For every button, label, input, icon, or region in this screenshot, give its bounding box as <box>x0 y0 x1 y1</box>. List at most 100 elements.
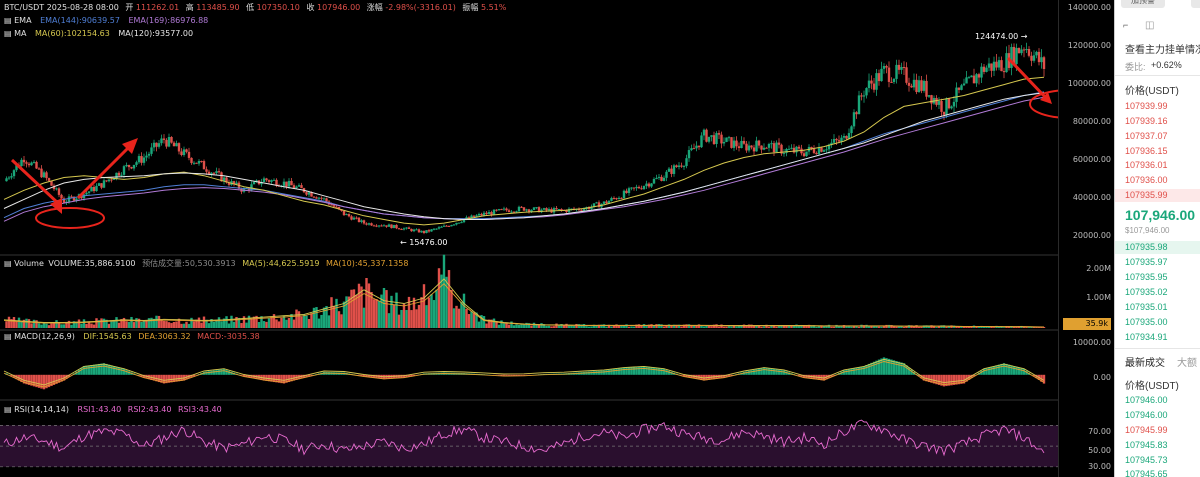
bid-row[interactable]: 107934.91 <box>1125 332 1168 342</box>
macd-bar <box>657 368 661 375</box>
candle-body <box>717 133 721 135</box>
volume-bar <box>220 321 223 328</box>
macd-bar <box>165 374 168 384</box>
divider <box>1115 348 1200 349</box>
ask-row[interactable]: 107935.99 <box>1125 190 1168 200</box>
candle-body <box>750 145 753 148</box>
candle-body <box>182 149 186 155</box>
trade-row: 107946.00 <box>1125 410 1168 420</box>
price-axis[interactable]: 140000.00 120000.00 100000.00 80000.00 6… <box>1058 0 1115 477</box>
volume-bar <box>45 323 48 328</box>
ratio-label: 委比: <box>1125 62 1146 72</box>
candle-body <box>362 220 366 224</box>
candle-body <box>705 129 708 142</box>
rsi-header[interactable]: ▤ RSI(14,14,14) RSI1:43.40 RSI2:43.40 RS… <box>4 405 222 415</box>
macd-bar <box>222 369 226 375</box>
expand-icon[interactable]: ⌐ <box>1123 20 1129 30</box>
candle-body <box>735 140 738 147</box>
bid-row[interactable]: 107935.95 <box>1125 272 1168 282</box>
macd-bar <box>917 374 921 377</box>
orderbook-panel[interactable]: 加预警 ⌐ ◫ 查看主力挂单情况 委比: +0.62% 价格(USDT) 107… <box>1114 0 1200 477</box>
settings-icon[interactable]: ▤ <box>4 405 12 414</box>
volume-bar <box>965 326 968 328</box>
candle-body <box>122 166 126 175</box>
alert-button[interactable]: 加预警 <box>1121 0 1165 8</box>
settings-icon[interactable]: ▤ <box>4 16 12 25</box>
macd-header[interactable]: ▤ MACD(12,26,9) DIF:1545.63 DEA:3063.32 … <box>4 332 260 342</box>
price-panel[interactable] <box>0 0 1058 477</box>
candle-body <box>147 153 151 156</box>
settings-icon[interactable]: ▤ <box>4 259 12 268</box>
candle-body <box>387 224 391 227</box>
ask-row[interactable]: 107937.07 <box>1125 131 1168 141</box>
macd-bar <box>280 374 283 384</box>
bid-row[interactable]: 107935.00 <box>1125 317 1168 327</box>
volume-bar <box>102 318 106 328</box>
macd-bar <box>685 374 688 377</box>
volume-bar <box>805 325 808 328</box>
volume-bar <box>107 323 111 328</box>
ask-row[interactable]: 107936.15 <box>1125 146 1168 156</box>
volume-header[interactable]: ▤ Volume VOLUME:35,886.9100 预估成交量:50,530… <box>4 259 408 269</box>
ask-row[interactable]: 107939.16 <box>1125 116 1168 126</box>
candle-body <box>867 80 871 89</box>
candle-body <box>680 165 683 167</box>
ask-row[interactable]: 107936.00 <box>1125 175 1168 185</box>
candle-body <box>367 223 371 225</box>
macd-bar <box>30 374 33 386</box>
more-button[interactable] <box>1191 0 1200 8</box>
candle-body <box>855 112 858 115</box>
bid-row[interactable]: 107935.98 <box>1125 242 1168 252</box>
volume-bar <box>582 324 586 328</box>
vol-ma5: MA(5):44,625.5919 <box>242 259 320 268</box>
volume-bar <box>402 303 406 328</box>
candle-body <box>702 129 706 136</box>
info-icon[interactable]: ◫ <box>1145 20 1155 31</box>
candle-body <box>595 202 598 204</box>
candle-body <box>677 165 681 168</box>
volume-bar <box>420 297 423 328</box>
bid-row[interactable]: 107935.01 <box>1125 302 1168 312</box>
volume-bar <box>1015 326 1018 328</box>
volume-bar <box>570 325 573 328</box>
bid-row[interactable]: 107935.97 <box>1125 257 1168 267</box>
volume-bar <box>240 323 243 328</box>
settings-icon[interactable]: ▤ <box>4 29 12 38</box>
macd-bar <box>402 374 406 378</box>
macd-bar <box>690 374 693 378</box>
ema-header[interactable]: ▤ EMA EMA(144):90639.57 EMA(169):86976.8… <box>4 16 208 26</box>
candle-body <box>345 214 348 216</box>
orderbook-title[interactable]: 查看主力挂单情况 <box>1125 45 1200 56</box>
volume-bar <box>105 319 108 328</box>
macd-bar <box>137 374 141 376</box>
tab-large-trades[interactable]: 大额 <box>1177 358 1197 369</box>
candle-body <box>1022 49 1026 51</box>
kline-chart-area[interactable]: BTC/USDT 2025-08-28 08:00 开 111262.01 高 … <box>0 0 1058 477</box>
volume-bar <box>797 325 801 328</box>
bid-row[interactable]: 107935.02 <box>1125 287 1168 297</box>
ask-row[interactable]: 107936.01 <box>1125 160 1168 170</box>
volume-bar <box>247 315 251 328</box>
bid-depth-bar <box>1115 241 1200 254</box>
tab-latest-trades[interactable]: 最新成交 <box>1125 358 1165 369</box>
volume-bar <box>262 321 266 328</box>
volume-bar <box>350 289 353 328</box>
candle-body <box>102 180 106 188</box>
macd-bar <box>210 370 213 375</box>
macd-bar <box>992 366 996 375</box>
volume-bar <box>347 296 351 328</box>
volume-bar <box>450 289 453 328</box>
ask-row[interactable]: 107939.99 <box>1125 101 1168 111</box>
ma-header[interactable]: ▤ MA MA(60):102154.63 MA(120):93577.00 <box>4 29 193 39</box>
macd-bar <box>227 370 231 375</box>
volume-bar <box>360 286 363 328</box>
macd-bar <box>950 374 953 386</box>
volume-badge: 35.9k <box>1063 318 1111 330</box>
macd-bar <box>952 374 956 385</box>
candle-body <box>460 222 463 224</box>
volume-bar <box>955 326 958 328</box>
volume-bar <box>987 326 991 328</box>
volume-value: VOLUME:35,886.9100 <box>48 259 136 268</box>
settings-icon[interactable]: ▤ <box>4 332 12 341</box>
macd-bar <box>797 374 801 376</box>
